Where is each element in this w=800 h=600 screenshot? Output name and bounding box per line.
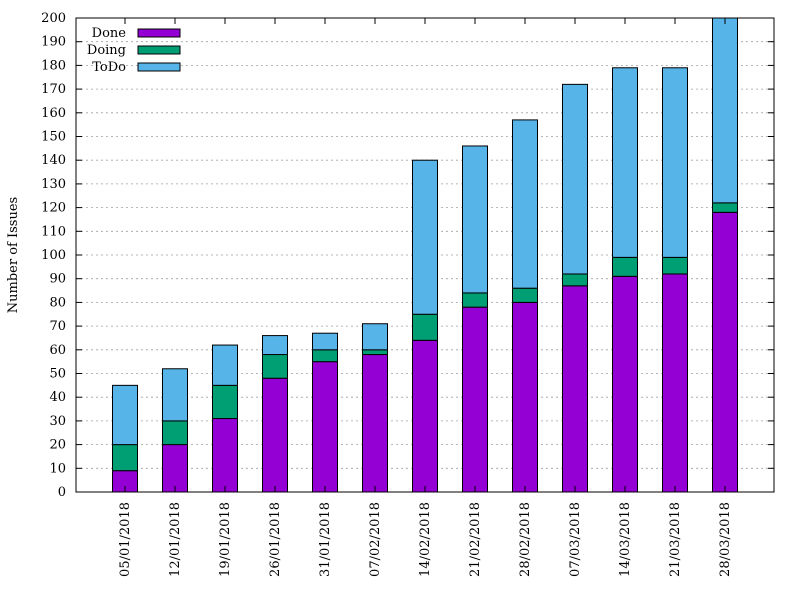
bar-segment-todo: [112, 384, 138, 446]
bar-segment-todo: [712, 17, 738, 204]
x-tick-label: 21/02/2018: [468, 502, 483, 577]
bar-segment-todo: [362, 323, 388, 351]
bar-segment-todo: [562, 83, 588, 275]
bar-segment-done: [162, 444, 188, 493]
bar-segment-doing: [412, 313, 438, 341]
bar-segment-done: [412, 339, 438, 493]
y-tick-label: 90: [49, 272, 66, 287]
legend-swatch-done: [137, 28, 181, 38]
legend-swatch-doing: [137, 45, 181, 55]
x-tick-label: 12/01/2018: [168, 502, 183, 577]
x-tick-label: 07/03/2018: [568, 502, 583, 577]
bar-segment-todo: [262, 335, 288, 356]
x-axis-ticks: 05/01/2018 12/01/2018 19/01/2018 26/01/2018…: [118, 18, 733, 577]
bar-segment-todo: [512, 119, 538, 289]
x-tick-label: 21/03/2018: [668, 502, 683, 577]
bar-segment-doing: [112, 444, 138, 472]
legend-label-doing: Doing: [87, 43, 126, 58]
grid-lines: [76, 41, 774, 469]
x-tick-label: 14/02/2018: [418, 502, 433, 577]
x-tick-label: 07/02/2018: [368, 502, 383, 577]
legend-label-todo: ToDo: [92, 60, 126, 75]
y-tick-label: 50: [49, 367, 66, 382]
bar-segment-done: [712, 211, 738, 493]
y-tick-label: 20: [49, 438, 66, 453]
bar-segment-doing: [462, 292, 488, 308]
y-tick-label: 70: [49, 319, 66, 334]
bar-segment-done: [662, 273, 688, 493]
bar-segment-todo: [412, 159, 438, 315]
bar-segment-done: [512, 301, 538, 493]
y-tick-label: 150: [41, 130, 66, 145]
y-tick-label: 180: [41, 58, 66, 73]
y-tick-label: 130: [41, 177, 66, 192]
y-tick-label: 30: [49, 414, 66, 429]
bar-segment-done: [212, 418, 238, 493]
y-tick-label: 40: [49, 390, 66, 405]
bar-segment-doing: [162, 420, 188, 446]
bar-segment-done: [312, 361, 338, 493]
bar-segment-todo: [612, 67, 638, 258]
y-tick-label: 60: [49, 343, 66, 358]
bar-segment-todo: [662, 67, 688, 258]
bar-segment-todo: [462, 145, 488, 294]
y-tick-label: 10: [49, 461, 66, 476]
y-tick-label: 110: [41, 224, 66, 239]
legend-swatch-todo: [137, 62, 181, 72]
bar-segment-done: [462, 306, 488, 493]
legend-label-done: Done: [92, 26, 127, 41]
x-tick-label: 31/01/2018: [318, 502, 333, 577]
y-tick-label: 140: [41, 153, 66, 168]
x-tick-label: 05/01/2018: [118, 502, 133, 577]
bar-segment-todo: [312, 332, 338, 351]
y-tick-label: 0: [58, 485, 66, 500]
y-tick-label: 120: [41, 201, 66, 216]
y-axis-label: Number of Issues: [6, 197, 21, 313]
x-tick-label: 19/01/2018: [218, 502, 233, 577]
y-tick-label: 160: [41, 106, 66, 121]
x-tick-label: 26/01/2018: [268, 502, 283, 577]
bar-segment-doing: [212, 384, 238, 420]
bar-segment-doing: [712, 202, 738, 213]
bar-segment-doing: [562, 273, 588, 287]
bar-segment-done: [612, 275, 638, 493]
bar-segment-done: [562, 285, 588, 493]
bar-segment-doing: [662, 256, 688, 275]
bar-segment-doing: [312, 349, 338, 363]
y-tick-label: 80: [49, 295, 66, 310]
x-tick-label: 28/03/2018: [718, 502, 733, 577]
bar-segment-todo: [212, 344, 238, 386]
bar-segment-doing: [612, 256, 638, 277]
y-tick-label: 190: [41, 35, 66, 50]
y-tick-label: 100: [41, 248, 66, 263]
bar-segment-todo: [162, 368, 188, 422]
bar-segment-done: [262, 377, 288, 493]
y-axis-ticks: 0 10 20 30 40 50 60 70 80 90 100 110 120 130 140 150 160…: [41, 11, 774, 500]
y-tick-label: 170: [41, 82, 66, 97]
legend: Done Doing ToDo: [87, 26, 181, 75]
x-tick-label: 14/03/2018: [618, 502, 633, 577]
bar-segment-doing: [262, 354, 288, 379]
bar-segment-doing: [362, 349, 388, 356]
bar-segment-doing: [512, 287, 538, 303]
y-tick-label: 200: [41, 11, 66, 26]
x-tick-label: 28/02/2018: [518, 502, 533, 577]
bar-segment-done: [362, 354, 388, 493]
